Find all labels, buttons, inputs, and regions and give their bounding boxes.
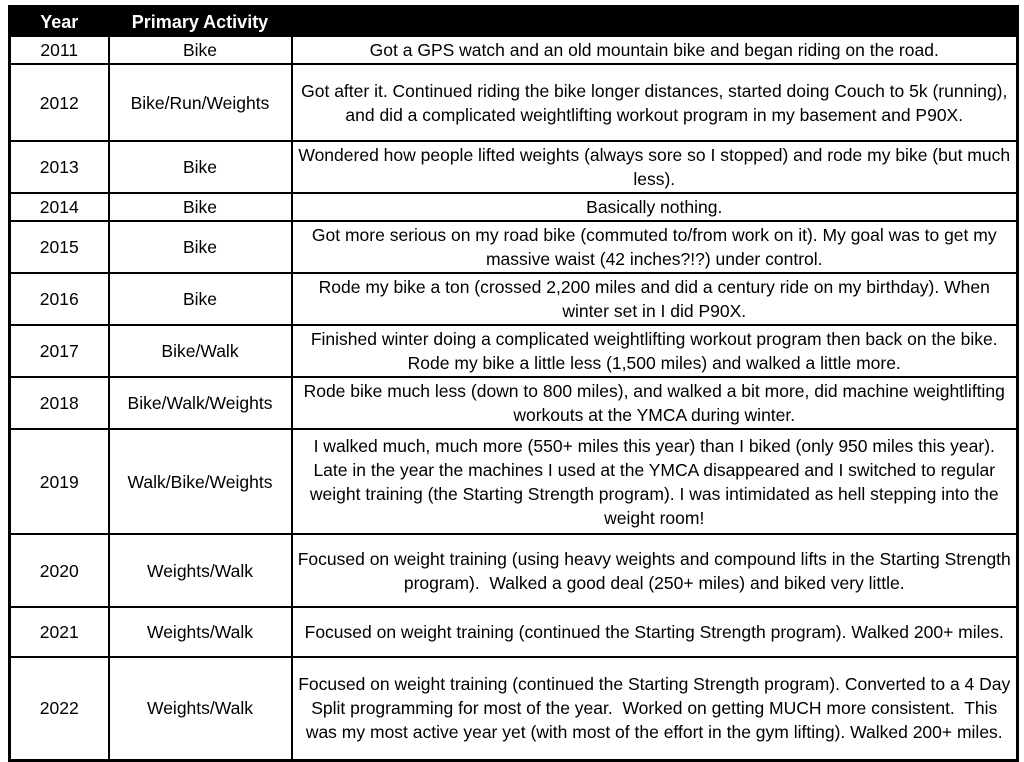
year-cell: 2021	[8, 606, 110, 658]
year-cell: 2022	[8, 656, 110, 761]
primary-activity-cell: Weights/Walk	[107, 606, 293, 658]
year-cell: 2011	[8, 35, 110, 65]
table-row: 2013 Bike Wondered how people lifted wei…	[8, 140, 1019, 194]
year-cell: 2012	[8, 63, 110, 142]
table-row: 2017 Bike/Walk Finished winter doing a c…	[8, 324, 1019, 378]
primary-activity-cell: Bike/Walk	[107, 324, 293, 378]
year-cell: 2017	[8, 324, 110, 378]
description-cell: Focused on weight training (using heavy …	[290, 533, 1019, 608]
primary-activity-cell: Bike/Run/Weights	[107, 63, 293, 142]
year-cell: 2016	[8, 272, 110, 326]
primary-activity-cell: Weights/Walk	[107, 656, 293, 761]
primary-activity-cell: Walk/Bike/Weights	[107, 428, 293, 535]
table-row: 2020 Weights/Walk Focused on weight trai…	[8, 533, 1019, 608]
year-cell: 2020	[8, 533, 110, 608]
year-cell: 2014	[8, 192, 110, 222]
table-row: 2015 Bike Got more serious on my road bi…	[8, 220, 1019, 274]
table-row: 2021 Weights/Walk Focused on weight trai…	[8, 606, 1019, 658]
description-cell: Finished winter doing a complicated weig…	[290, 324, 1019, 378]
primary-activity-cell: Bike	[107, 272, 293, 326]
table-row: 2016 Bike Rode my bike a ton (crossed 2,…	[8, 272, 1019, 326]
description-cell: Rode bike much less (down to 800 miles),…	[290, 376, 1019, 430]
year-cell: 2019	[8, 428, 110, 535]
primary-activity-cell: Bike	[107, 220, 293, 274]
description-cell: I walked much, much more (550+ miles thi…	[290, 428, 1019, 535]
primary-activity-column-header: Primary Activity	[107, 5, 293, 37]
description-cell: Wondered how people lifted weights (alwa…	[290, 140, 1019, 194]
year-cell: 2013	[8, 140, 110, 194]
header-row: Year Primary Activity	[8, 5, 1019, 37]
table-row: 2019 Walk/Bike/Weights I walked much, mu…	[8, 428, 1019, 535]
description-cell: Rode my bike a ton (crossed 2,200 miles …	[290, 272, 1019, 326]
table-row: 2022 Weights/Walk Focused on weight trai…	[8, 656, 1019, 761]
description-cell: Got after it. Continued riding the bike …	[290, 63, 1019, 142]
primary-activity-cell: Bike	[107, 192, 293, 222]
year-column-header: Year	[8, 5, 110, 37]
description-cell: Got more serious on my road bike (commut…	[290, 220, 1019, 274]
primary-activity-cell: Bike	[107, 35, 293, 65]
year-cell: 2015	[8, 220, 110, 274]
description-cell: Focused on weight training (continued th…	[290, 606, 1019, 658]
table-row: 2011 Bike Got a GPS watch and an old mou…	[8, 35, 1019, 65]
description-cell: Got a GPS watch and an old mountain bike…	[290, 35, 1019, 65]
table-row: 2014 Bike Basically nothing.	[8, 192, 1019, 222]
table-row: 2012 Bike/Run/Weights Got after it. Cont…	[8, 63, 1019, 142]
table-row: 2018 Bike/Walk/Weights Rode bike much le…	[8, 376, 1019, 430]
activity-history-table: Year Primary Activity 2011 Bike Got a GP…	[8, 5, 1019, 762]
primary-activity-cell: Weights/Walk	[107, 533, 293, 608]
primary-activity-cell: Bike	[107, 140, 293, 194]
description-cell: Basically nothing.	[290, 192, 1019, 222]
year-cell: 2018	[8, 376, 110, 430]
primary-activity-cell: Bike/Walk/Weights	[107, 376, 293, 430]
description-column-header	[290, 5, 1019, 37]
